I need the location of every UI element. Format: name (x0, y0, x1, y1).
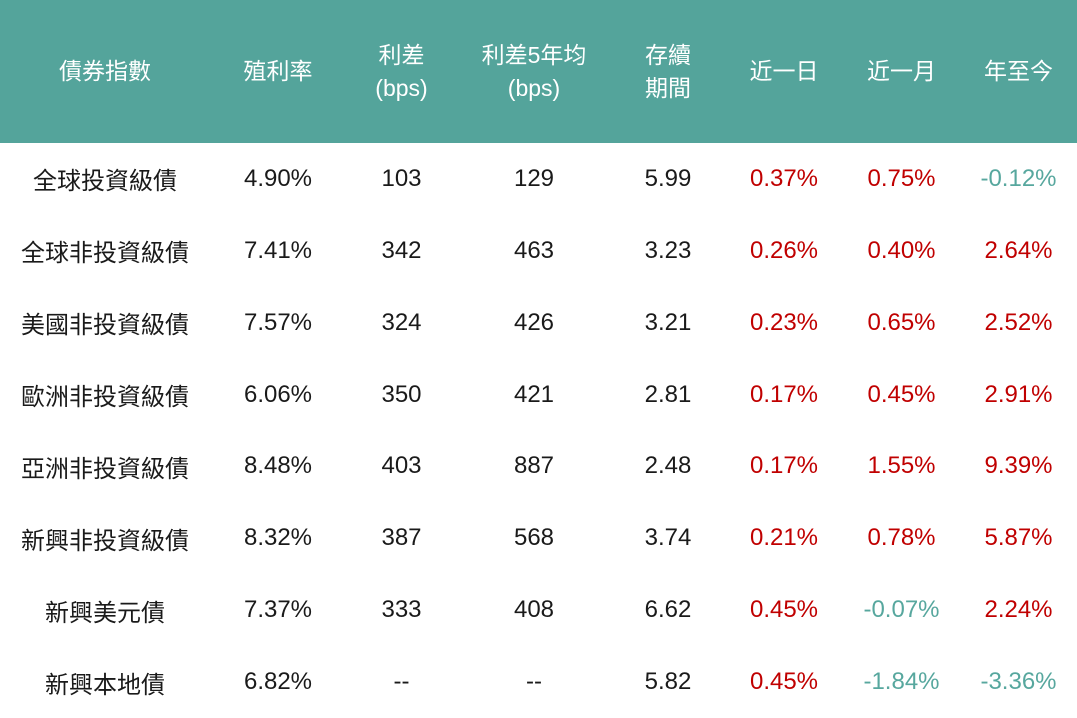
table-row: 新興本地債 6.82% -- -- 5.82 0.45% -1.84% -3.36% (0, 646, 1077, 718)
cell-return_1d: 0.37% (749, 164, 819, 192)
cell-duration: 5.82 (644, 668, 692, 696)
column-header-label: 債券指數 (59, 58, 151, 85)
cell-yield: 7.57% (243, 308, 313, 336)
column-header-label: 殖利率 (243, 58, 313, 85)
cell-duration: 5.99 (644, 164, 692, 192)
column-header-name: 債券指數 (0, 0, 210, 143)
cell-name: 新興美元債 (45, 599, 165, 627)
table-row: 亞洲非投資級債 8.48% 403 887 2.48 0.17% 1.55% 9.39% (0, 431, 1077, 503)
column-header-label: 期間 (645, 74, 691, 101)
cell-return_1m: 0.78% (867, 524, 936, 552)
column-header-spread: 利差 (bps) (346, 0, 457, 143)
cell-yield: 7.41% (243, 236, 313, 264)
cell-spread: 324 (381, 308, 422, 336)
header-row: 債券指數 殖利率 利差 (bps) 利差5年均 (bps) 存續 期間 近一日 近一月 年至今 (0, 0, 1077, 143)
cell-return_1m: 0.45% (867, 380, 936, 408)
column-header-label: (bps) (375, 74, 428, 101)
column-header-label: (bps) (507, 74, 561, 101)
cell-return_ytd: -3.36% (980, 668, 1057, 696)
column-header-label: 年至今 (984, 58, 1053, 85)
cell-return_1d: 0.23% (749, 308, 819, 336)
cell-name: 新興非投資級債 (21, 527, 189, 555)
cell-spread_5y: 408 (513, 596, 555, 624)
cell-return_1d: 0.17% (749, 380, 819, 408)
cell-name: 全球非投資級債 (21, 240, 189, 268)
cell-name: 美國非投資級債 (21, 312, 189, 340)
cell-name: 全球投資級債 (33, 168, 177, 196)
table-row: 美國非投資級債 7.57% 324 426 3.21 0.23% 0.65% 2.52% (0, 287, 1077, 359)
cell-yield: 6.06% (243, 380, 313, 408)
cell-duration: 6.62 (644, 596, 692, 624)
cell-yield: 6.82% (243, 668, 313, 696)
cell-spread_5y: 568 (513, 524, 555, 552)
cell-spread_5y: 463 (513, 236, 555, 264)
cell-return_1m: 1.55% (867, 452, 936, 480)
cell-spread: 342 (381, 236, 422, 264)
cell-return_1d: 0.17% (749, 452, 819, 480)
table-row: 全球非投資級債 7.41% 342 463 3.23 0.26% 0.40% 2.64% (0, 215, 1077, 287)
column-header-label: 近一月 (867, 58, 936, 85)
cell-return_1d: 0.21% (749, 524, 819, 552)
cell-spread: 403 (381, 452, 422, 480)
cell-return_1m: -1.84% (863, 668, 940, 696)
table-row: 歐洲非投資級債 6.06% 350 421 2.81 0.17% 0.45% 2.91% (0, 359, 1077, 431)
cell-return_ytd: 2.64% (984, 236, 1053, 264)
column-header-yield: 殖利率 (210, 0, 346, 143)
cell-yield: 4.90% (243, 164, 313, 192)
cell-duration: 3.23 (644, 236, 692, 264)
cell-return_1d: 0.45% (749, 596, 819, 624)
cell-duration: 3.74 (644, 524, 692, 552)
cell-spread_5y: -- (526, 668, 542, 696)
cell-return_ytd: -0.12% (980, 164, 1057, 192)
column-header-label: 利差 (378, 42, 425, 69)
cell-return_ytd: 2.52% (984, 308, 1053, 336)
cell-yield: 8.32% (243, 524, 313, 552)
cell-duration: 3.21 (644, 308, 692, 336)
cell-name: 新興本地債 (45, 671, 165, 699)
cell-spread_5y: 887 (513, 452, 555, 480)
cell-duration: 2.48 (644, 452, 692, 480)
cell-return_ytd: 9.39% (984, 452, 1053, 480)
table-header: 債券指數 殖利率 利差 (bps) 利差5年均 (bps) 存續 期間 近一日 近一月 年至今 (0, 0, 1077, 143)
cell-return_1m: 0.40% (867, 236, 936, 264)
cell-name: 歐洲非投資級債 (21, 384, 189, 412)
column-header-return_ytd: 年至今 (960, 0, 1077, 143)
column-header-label: 存續 (645, 42, 691, 69)
cell-duration: 2.81 (644, 380, 692, 408)
table-row: 新興美元債 7.37% 333 408 6.62 0.45% -0.07% 2.24% (0, 574, 1077, 646)
cell-spread: 350 (381, 380, 422, 408)
cell-return_1m: 0.65% (867, 308, 936, 336)
cell-spread: -- (393, 668, 410, 696)
cell-name: 亞洲非投資級債 (21, 455, 189, 483)
column-header-spread_5y: 利差5年均 (bps) (457, 0, 611, 143)
cell-spread_5y: 426 (513, 308, 555, 336)
cell-return_ytd: 5.87% (984, 524, 1053, 552)
cell-return_ytd: 2.91% (984, 380, 1053, 408)
cell-yield: 8.48% (243, 452, 313, 480)
cell-return_1d: 0.26% (749, 236, 819, 264)
cell-spread_5y: 129 (513, 164, 555, 192)
cell-spread_5y: 421 (513, 380, 555, 408)
cell-spread: 103 (381, 164, 422, 192)
column-header-duration: 存續 期間 (611, 0, 725, 143)
cell-yield: 7.37% (243, 596, 313, 624)
cell-return_1m: -0.07% (863, 596, 940, 624)
cell-spread: 387 (381, 524, 422, 552)
cell-spread: 333 (381, 596, 422, 624)
cell-return_1d: 0.45% (749, 668, 819, 696)
table-body: 全球投資級債 4.90% 103 129 5.99 0.37% 0.75% -0.12% 全球非… (0, 143, 1077, 718)
table-row: 全球投資級債 4.90% 103 129 5.99 0.37% 0.75% -0.12% (0, 143, 1077, 215)
column-header-label: 近一日 (749, 58, 819, 85)
column-header-return_1m: 近一月 (843, 0, 960, 143)
column-header-return_1d: 近一日 (725, 0, 843, 143)
cell-return_1m: 0.75% (867, 164, 936, 192)
cell-return_ytd: 2.24% (984, 596, 1053, 624)
column-header-label: 利差5年均 (481, 42, 587, 69)
table-row: 新興非投資級債 8.32% 387 568 3.74 0.21% 0.78% 5.87% (0, 502, 1077, 574)
